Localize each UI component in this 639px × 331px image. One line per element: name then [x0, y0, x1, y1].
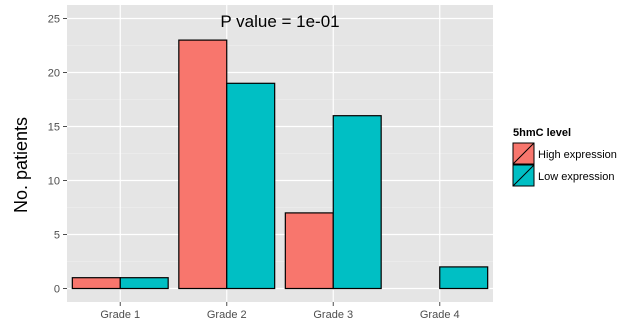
bar-low-expression-grade-2 [226, 82, 276, 290]
bar-low-expression-grade-3 [332, 115, 382, 290]
bar-high-expression-grade-1 [71, 277, 121, 290]
legend-label: High expression [538, 149, 617, 161]
y-tick-label: 0 [54, 284, 60, 296]
y-axis-title: No. patients [11, 117, 31, 213]
y-tick-label: 20 [48, 68, 60, 80]
x-tick-label: Grade 2 [207, 309, 247, 321]
y-tick-label: 25 [48, 14, 60, 26]
x-tick-label: Grade 4 [420, 309, 460, 321]
legend-title: 5hmC level [513, 127, 571, 139]
x-tick-label: Grade 3 [313, 309, 353, 321]
bar-low-expression-grade-4 [439, 266, 489, 290]
y-tick-label: 10 [48, 176, 60, 188]
x-tick-label: Grade 1 [100, 309, 140, 321]
axes: 0 5 10 15 20 25 Grade 1 Grade 2 Grade 3 Grade 4 [48, 14, 460, 322]
legend-label: Low expression [538, 171, 614, 183]
legend-key-slash [512, 142, 535, 165]
bar-high-expression-grade-3 [284, 212, 334, 290]
bar-low-expression-grade-1 [119, 277, 169, 290]
legend-item: High expression [512, 142, 617, 165]
p-value-annotation: P value = 1e-01 [220, 12, 339, 31]
y-tick-label: 5 [54, 230, 60, 242]
y-tick-label: 15 [48, 122, 60, 134]
legend-key-slash [512, 164, 535, 187]
legend-item: Low expression [512, 164, 614, 187]
bar-high-expression-grade-2 [178, 39, 228, 290]
bars [71, 39, 489, 290]
legend: 5hmC level High expression Low expression [512, 127, 617, 187]
